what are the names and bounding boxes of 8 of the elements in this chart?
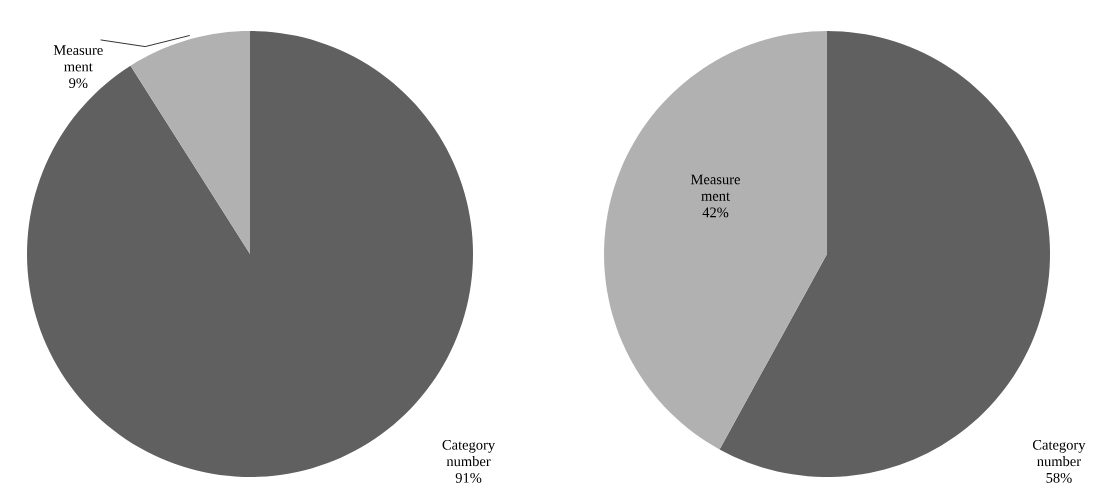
data-label: 42%	[702, 207, 729, 218]
data-label: 58%	[1046, 472, 1072, 483]
slice-label: Category number	[1032, 440, 1086, 467]
slice-label: Measure ment	[53, 45, 103, 72]
slice-label: Category number	[442, 440, 496, 467]
slice-label: Measure ment	[690, 174, 740, 201]
data-label: 9%	[69, 78, 88, 89]
data-label: 91%	[455, 472, 482, 483]
